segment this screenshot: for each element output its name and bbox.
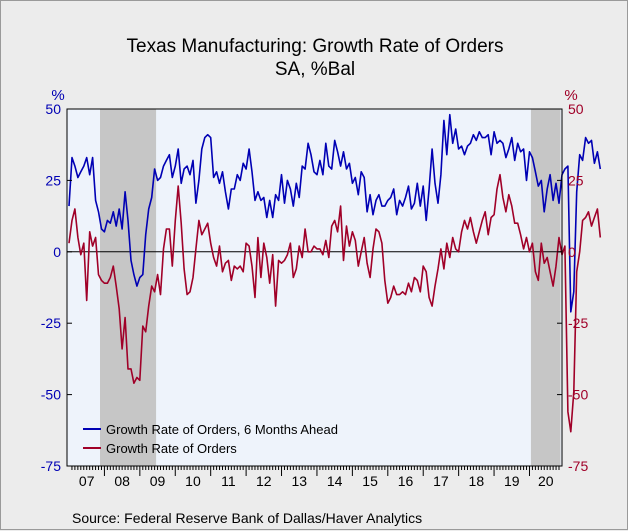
legend-label-1: Growth Rate of Orders, 6 Months Ahead [106,422,338,437]
right-tick-label: 0 [568,244,576,260]
left-tick-label: 0 [53,244,61,260]
x-year-label: 17 [433,473,449,489]
chart-title: Texas Manufacturing: Growth Rate of Orde… [127,36,504,57]
x-year-label: 10 [185,473,201,489]
right-tick-label: 50 [568,101,584,117]
right-tick-label: -25 [568,315,588,331]
x-year-label: 16 [398,473,414,489]
source-note: Source: Federal Reserve Bank of Dallas/H… [72,510,422,526]
left-tick-label: -75 [41,458,61,474]
series-line-2 [68,173,602,433]
x-year-label: 07 [79,473,95,489]
x-year-label: 09 [150,473,166,489]
right-axis-ticks: 50 25 0 -25 -50 -75 [557,101,588,474]
x-year-label: 11 [221,473,236,489]
x-year-label: 14 [327,473,343,489]
right-tick-label: -75 [568,458,588,474]
series-group [68,113,602,433]
recession-band-2 [530,109,561,466]
left-tick-label: 50 [45,101,61,117]
left-tick-label: 25 [45,172,61,188]
recession-band-1 [99,109,157,466]
x-year-label: 15 [362,473,378,489]
left-axis-label: % [51,87,64,104]
legend-label-2: Growth Rate of Orders [106,441,237,456]
right-tick-label: 25 [568,172,584,188]
x-year-label: 18 [469,473,485,489]
left-axis-ticks: 50 25 0 -25 -50 -75 [41,101,72,474]
x-year-label: 08 [114,473,130,489]
chart-subtitle: SA, %Bal [275,59,355,80]
series-line-1 [68,113,602,313]
x-year-label: 20 [538,473,554,489]
x-year-label: 12 [256,473,272,489]
recession-shading [99,109,561,466]
x-year-label: 13 [291,473,307,489]
right-axis-label: % [564,87,577,104]
right-tick-label: -50 [568,387,588,403]
x-axis: 07 08 09 10 11 12 13 14 15 16 17 18 19 20 [71,466,560,489]
left-tick-label: -50 [41,387,61,403]
x-year-label: 19 [504,473,520,489]
legend: Growth Rate of Orders, 6 Months Ahead Gro… [83,422,338,456]
left-tick-label: -25 [41,315,61,331]
